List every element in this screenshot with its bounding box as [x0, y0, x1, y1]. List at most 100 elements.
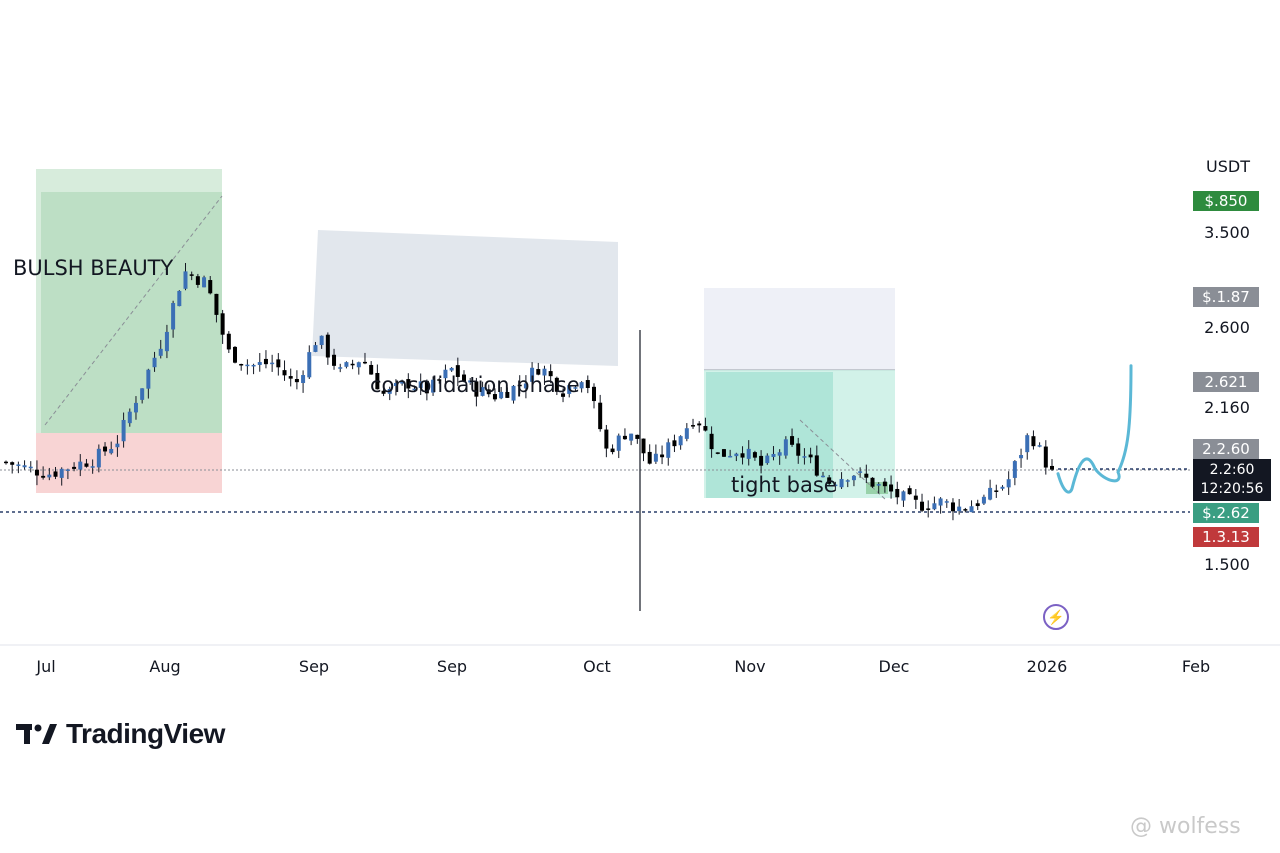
candle-body[interactable]	[220, 313, 225, 335]
candle-body[interactable]	[103, 446, 108, 452]
candle-body[interactable]	[567, 385, 572, 394]
candle-body[interactable]	[393, 382, 398, 387]
candle-body[interactable]	[195, 276, 200, 285]
candle-body[interactable]	[777, 452, 782, 456]
candle-body[interactable]	[492, 394, 497, 400]
candle-body[interactable]	[412, 388, 417, 391]
candle-body[interactable]	[561, 393, 566, 397]
candle-body[interactable]	[4, 461, 8, 464]
candle-body[interactable]	[950, 502, 955, 512]
candle-body[interactable]	[691, 425, 696, 427]
candle-body[interactable]	[1037, 445, 1042, 447]
long-position-loss-zone[interactable]	[36, 433, 222, 493]
candle-body[interactable]	[845, 480, 850, 482]
candle-body[interactable]	[1025, 435, 1030, 453]
candle-body[interactable]	[684, 428, 689, 439]
candle-body[interactable]	[839, 478, 844, 488]
candle-body[interactable]	[932, 503, 937, 510]
candle-body[interactable]	[802, 456, 807, 458]
candle-body[interactable]	[208, 280, 213, 294]
candle-body[interactable]	[202, 277, 207, 288]
candle-body[interactable]	[418, 381, 423, 388]
candle-body[interactable]	[963, 509, 968, 511]
price-tag[interactable]: 2.621	[1193, 372, 1259, 392]
price-tag[interactable]: 1.3.13	[1193, 527, 1259, 547]
candle-body[interactable]	[697, 423, 702, 426]
candle-body[interactable]	[177, 290, 182, 307]
candle-body[interactable]	[969, 506, 974, 513]
candle-body[interactable]	[666, 442, 671, 458]
candle-body[interactable]	[635, 434, 640, 439]
candle-body[interactable]	[622, 435, 627, 440]
candle-body[interactable]	[542, 368, 547, 376]
candle-body[interactable]	[158, 348, 163, 356]
candle-body[interactable]	[585, 380, 590, 388]
candle-body[interactable]	[356, 362, 361, 368]
candle-body[interactable]	[133, 402, 138, 413]
candle-body[interactable]	[325, 334, 330, 358]
candle-body[interactable]	[1006, 479, 1011, 488]
candle-body[interactable]	[319, 335, 324, 346]
candle-body[interactable]	[443, 369, 448, 379]
candle-body[interactable]	[678, 436, 683, 446]
candle-body[interactable]	[226, 333, 231, 350]
projection-path[interactable]	[1056, 364, 1133, 494]
candle-body[interactable]	[350, 363, 355, 366]
candle-body[interactable]	[344, 362, 349, 367]
candle-body[interactable]	[734, 453, 739, 457]
candle-body[interactable]	[752, 452, 757, 458]
price-tag[interactable]: $.850	[1193, 191, 1259, 211]
candle-body[interactable]	[833, 484, 838, 487]
candle-body[interactable]	[573, 387, 578, 389]
candle-body[interactable]	[251, 364, 256, 367]
candle-body[interactable]	[579, 382, 584, 389]
candle-body[interactable]	[926, 508, 931, 510]
candle-body[interactable]	[536, 369, 541, 375]
candle-body[interactable]	[1043, 446, 1048, 468]
candle-body[interactable]	[1050, 465, 1054, 470]
candle-body[interactable]	[362, 361, 367, 364]
candle-body[interactable]	[517, 384, 522, 387]
candle-body[interactable]	[16, 464, 21, 466]
candle-body[interactable]	[728, 455, 733, 458]
candle-body[interactable]	[505, 391, 510, 398]
candle-body[interactable]	[121, 419, 126, 442]
candle-body[interactable]	[239, 363, 244, 366]
candle-body[interactable]	[647, 451, 652, 464]
candle-body[interactable]	[115, 443, 120, 448]
candle-body[interactable]	[263, 358, 268, 365]
candle-body[interactable]	[288, 376, 293, 379]
candle-body[interactable]	[1031, 436, 1036, 447]
candle-body[interactable]	[554, 377, 559, 392]
candle-body[interactable]	[796, 443, 801, 456]
candle-body[interactable]	[653, 453, 658, 462]
candle-body[interactable]	[449, 367, 454, 371]
candle-body[interactable]	[523, 383, 528, 389]
candle-body[interactable]	[400, 380, 405, 384]
candle-body[interactable]	[437, 379, 442, 381]
candle-body[interactable]	[895, 488, 900, 498]
candle-body[interactable]	[301, 375, 306, 384]
candle-body[interactable]	[864, 473, 869, 478]
candle-body[interactable]	[882, 481, 887, 487]
candle-body[interactable]	[988, 487, 993, 500]
lightning-icon[interactable]: ⚡	[1043, 604, 1069, 630]
candle-body[interactable]	[189, 274, 194, 276]
candle-body[interactable]	[641, 438, 646, 454]
candle-body[interactable]	[381, 390, 386, 394]
candle-body[interactable]	[109, 448, 114, 454]
candle-body[interactable]	[96, 448, 101, 468]
candle-body[interactable]	[84, 463, 89, 467]
candle-body[interactable]	[375, 372, 380, 390]
candle-body[interactable]	[387, 388, 392, 394]
candle-body[interactable]	[820, 475, 825, 478]
candle-body[interactable]	[783, 439, 788, 456]
candle-body[interactable]	[276, 359, 281, 368]
candle-body[interactable]	[78, 461, 83, 470]
candle-body[interactable]	[332, 354, 337, 366]
candle-body[interactable]	[981, 496, 986, 504]
candle-body[interactable]	[913, 495, 918, 500]
candle-body[interactable]	[920, 501, 925, 511]
candle-body[interactable]	[975, 503, 980, 507]
